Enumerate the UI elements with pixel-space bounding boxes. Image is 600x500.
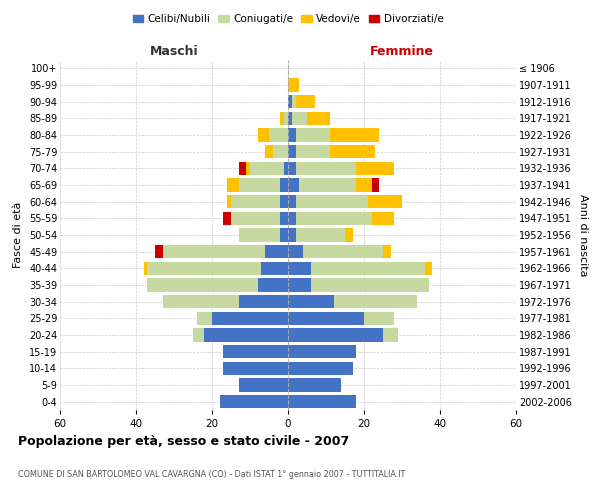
- Bar: [371, 212, 394, 225]
- Bar: [250, 162, 284, 175]
- Text: Popolazione per età, sesso e stato civile - 2007: Popolazione per età, sesso e stato civil…: [18, 435, 349, 448]
- Bar: [307, 112, 330, 125]
- Bar: [223, 212, 231, 225]
- Bar: [288, 295, 334, 308]
- Bar: [292, 112, 307, 125]
- Bar: [227, 195, 231, 208]
- Bar: [280, 112, 284, 125]
- Bar: [288, 228, 296, 241]
- Bar: [288, 95, 292, 108]
- Bar: [288, 195, 296, 208]
- Bar: [239, 295, 288, 308]
- Bar: [296, 212, 371, 225]
- Bar: [163, 245, 265, 258]
- Bar: [330, 145, 376, 158]
- Bar: [288, 328, 383, 342]
- Bar: [148, 262, 262, 275]
- Bar: [356, 162, 394, 175]
- Bar: [239, 378, 288, 392]
- Legend: Celibi/Nubili, Coniugati/e, Vedovi/e, Divorziati/e: Celibi/Nubili, Coniugati/e, Vedovi/e, Di…: [128, 10, 448, 29]
- Bar: [239, 162, 246, 175]
- Bar: [368, 195, 402, 208]
- Bar: [197, 312, 212, 325]
- Bar: [212, 312, 288, 325]
- Bar: [296, 95, 314, 108]
- Bar: [425, 262, 433, 275]
- Bar: [303, 245, 383, 258]
- Bar: [231, 195, 280, 208]
- Bar: [205, 328, 288, 342]
- Bar: [163, 295, 239, 308]
- Bar: [231, 212, 280, 225]
- Bar: [288, 378, 341, 392]
- Y-axis label: Fasce di età: Fasce di età: [13, 202, 23, 268]
- Bar: [284, 112, 288, 125]
- Bar: [288, 162, 296, 175]
- Bar: [257, 278, 288, 291]
- Bar: [345, 228, 353, 241]
- Bar: [299, 178, 356, 192]
- Bar: [280, 178, 288, 192]
- Bar: [155, 245, 163, 258]
- Bar: [273, 145, 288, 158]
- Bar: [288, 145, 296, 158]
- Bar: [193, 328, 205, 342]
- Bar: [269, 128, 288, 141]
- Bar: [292, 95, 296, 108]
- Y-axis label: Anni di nascita: Anni di nascita: [578, 194, 589, 276]
- Bar: [280, 195, 288, 208]
- Bar: [288, 362, 353, 375]
- Bar: [280, 228, 288, 241]
- Bar: [371, 178, 379, 192]
- Bar: [265, 145, 273, 158]
- Bar: [262, 262, 288, 275]
- Bar: [383, 328, 398, 342]
- Bar: [239, 228, 280, 241]
- Bar: [143, 262, 148, 275]
- Bar: [148, 278, 257, 291]
- Bar: [356, 178, 371, 192]
- Bar: [220, 395, 288, 408]
- Text: Maschi: Maschi: [149, 46, 199, 59]
- Bar: [288, 128, 296, 141]
- Bar: [288, 312, 364, 325]
- Bar: [288, 178, 299, 192]
- Text: Femmine: Femmine: [370, 46, 434, 59]
- Bar: [223, 345, 288, 358]
- Bar: [311, 278, 428, 291]
- Bar: [330, 128, 379, 141]
- Bar: [311, 262, 425, 275]
- Bar: [265, 245, 288, 258]
- Bar: [364, 312, 394, 325]
- Bar: [296, 195, 368, 208]
- Bar: [288, 395, 356, 408]
- Text: COMUNE DI SAN BARTOLOMEO VAL CAVARGNA (CO) - Dati ISTAT 1° gennaio 2007 - TUTTIT: COMUNE DI SAN BARTOLOMEO VAL CAVARGNA (C…: [18, 470, 405, 479]
- Bar: [288, 212, 296, 225]
- Bar: [288, 112, 292, 125]
- Bar: [239, 178, 280, 192]
- Bar: [383, 245, 391, 258]
- Bar: [280, 212, 288, 225]
- Bar: [288, 345, 356, 358]
- Bar: [227, 178, 239, 192]
- Bar: [288, 245, 303, 258]
- Bar: [296, 145, 330, 158]
- Bar: [223, 362, 288, 375]
- Bar: [288, 262, 311, 275]
- Bar: [296, 128, 330, 141]
- Bar: [246, 162, 250, 175]
- Bar: [257, 128, 269, 141]
- Bar: [296, 228, 345, 241]
- Bar: [296, 162, 356, 175]
- Bar: [288, 278, 311, 291]
- Bar: [334, 295, 417, 308]
- Bar: [288, 78, 299, 92]
- Bar: [284, 162, 288, 175]
